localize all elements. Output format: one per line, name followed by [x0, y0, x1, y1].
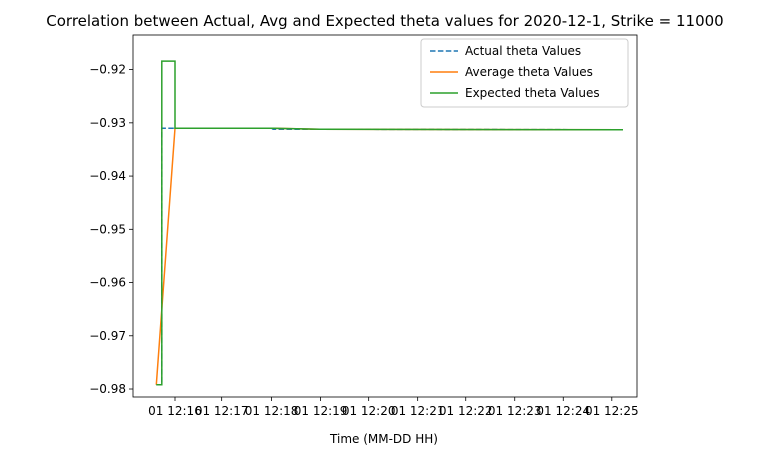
series-line-2 [155, 127, 624, 385]
x-tick-label: 01 12:19 [294, 404, 348, 418]
y-tick-label: −0.92 [89, 63, 126, 77]
y-tick-label: −0.93 [89, 116, 126, 130]
y-tick-label: −0.97 [89, 329, 126, 343]
x-tick-label: 01 12:23 [488, 404, 542, 418]
x-tick-label: 01 12:25 [585, 404, 639, 418]
plot-area [132, 34, 638, 398]
series-line-1 [156, 127, 624, 386]
y-tick-label: −0.94 [89, 169, 126, 183]
x-tick-label: 01 12:22 [439, 404, 493, 418]
x-tick-label: 01 12:21 [391, 404, 445, 418]
legend-label-3: Expected theta Values [465, 86, 600, 100]
x-tick-label: 01 12:24 [536, 404, 590, 418]
series-line-3 [156, 60, 624, 386]
x-axis-label: Time (MM-DD HH) [329, 432, 438, 446]
chart-legend: Actual theta Values Average theta Values E… [420, 38, 629, 108]
legend-label-2: Average theta Values [465, 65, 593, 79]
legend-label-1: Actual theta Values [465, 44, 581, 58]
y-tick-label: −0.96 [89, 276, 126, 290]
y-tick-label: −0.98 [89, 382, 126, 396]
axes-frame [132, 34, 638, 398]
legend-box [420, 38, 629, 108]
y-axis-ticks: −0.98 −0.97 −0.96 −0.95 −0.94 −0.93 −0.92 [89, 63, 133, 396]
chart-title: Correlation between Actual, Avg and Expe… [46, 12, 723, 30]
x-tick-label: 01 12:18 [245, 404, 299, 418]
x-tick-label: 01 12:17 [195, 404, 249, 418]
x-tick-label: 01 12:20 [342, 404, 396, 418]
x-tick-label: 01 12:16 [148, 404, 202, 418]
y-tick-label: −0.95 [89, 222, 126, 236]
